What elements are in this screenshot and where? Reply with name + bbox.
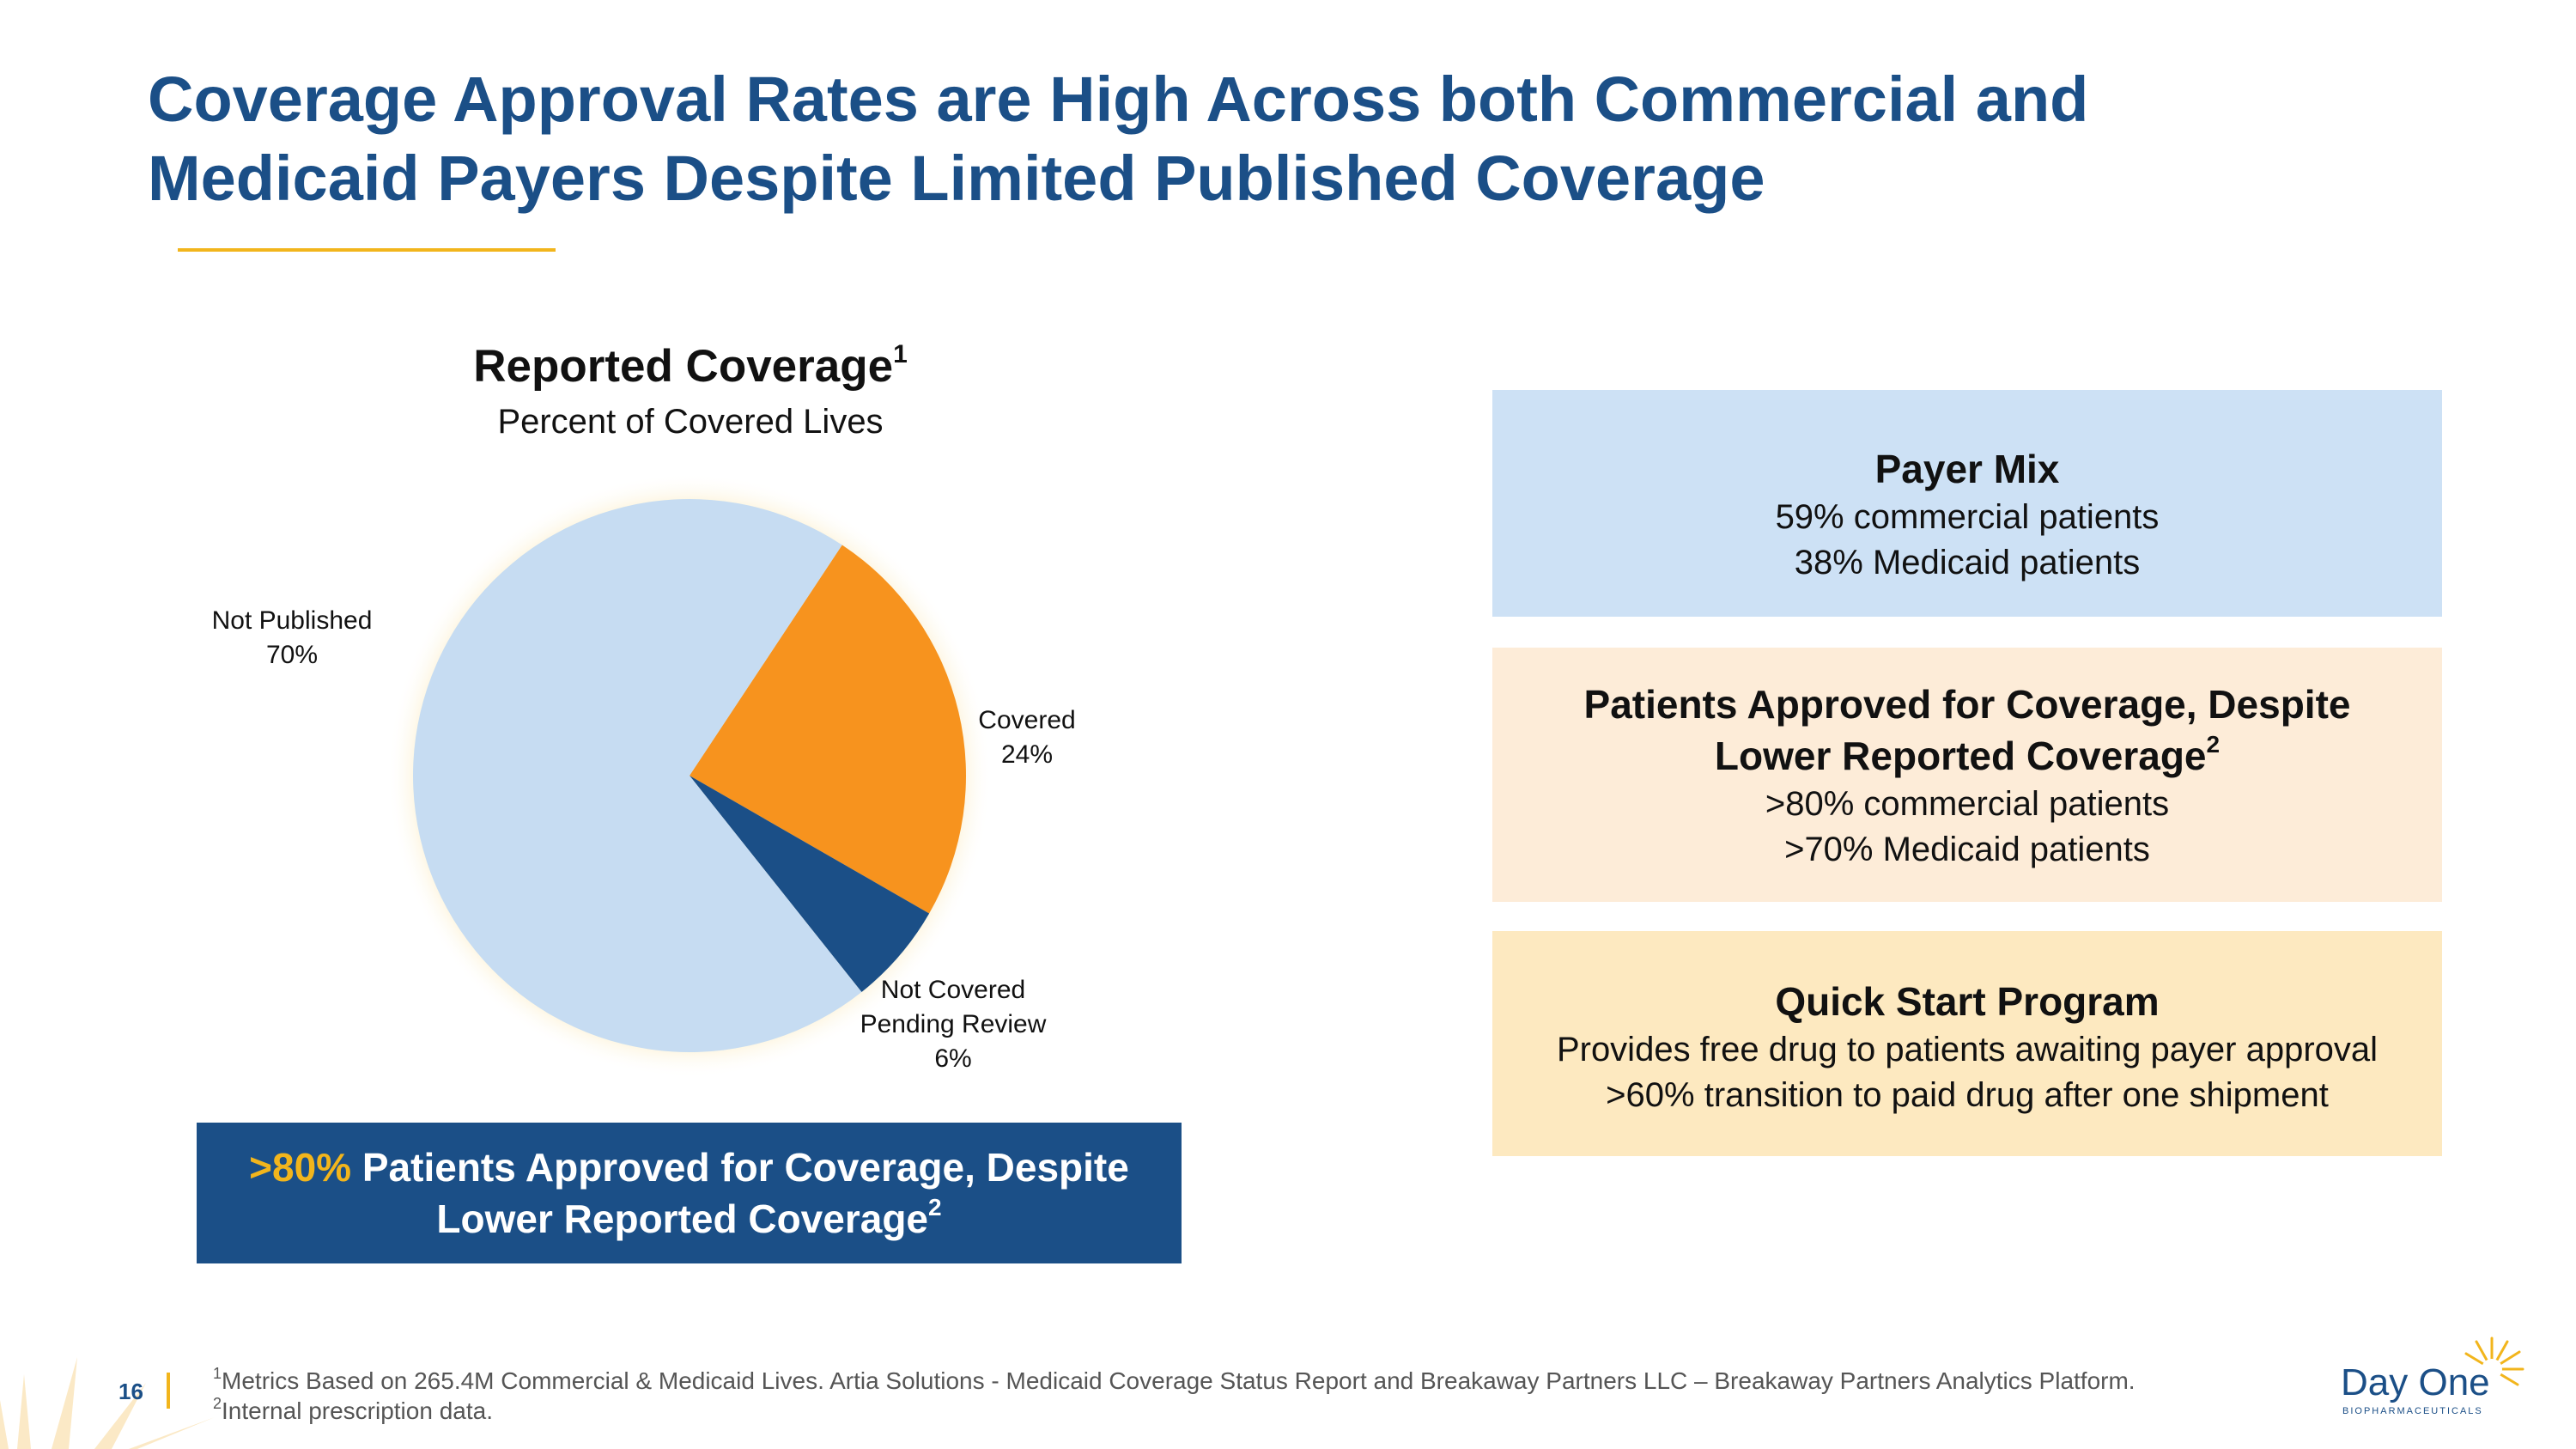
callout-text-2: Lower Reported Coverage <box>436 1196 928 1241</box>
payer-mix-medicaid: 38% Medicaid patients <box>1794 544 2141 581</box>
pie-slice-covered <box>690 545 966 914</box>
approved-footnote-ref: 2 <box>2206 731 2221 758</box>
chart-title-text: Reported Coverage <box>473 341 894 392</box>
approved-medicaid: >70% Medicaid patients <box>1784 831 2150 868</box>
patients-approved-box: Patients Approved for Coverage, Despite … <box>1492 648 2442 902</box>
callout-line-2: Lower Reported Coverage2 <box>197 1193 1182 1245</box>
approved-commercial: >80% commercial patients <box>1765 785 2170 823</box>
quick-start-box: Quick Start Program Provides free drug t… <box>1492 931 2442 1156</box>
callout-text-1: Patients Approved for Coverage, Despite <box>351 1145 1129 1190</box>
footnote-1-text: Metrics Based on 265.4M Commercial & Med… <box>222 1367 2136 1394</box>
chart-title-footnote-ref: 1 <box>893 340 908 368</box>
sunburst-decoration <box>0 1357 215 1449</box>
pie-chart: Covered 24%Not Covered Pending Review 6%Not… <box>212 473 1076 1078</box>
pie-label-line: Not Covered <box>881 976 1025 1004</box>
footnote-1-marker: 1 <box>213 1365 222 1382</box>
page-title-line-1: Coverage Approval Rates are High Across … <box>148 64 2089 135</box>
callout-highlight: >80% <box>249 1145 352 1190</box>
payer-mix-title: Payer Mix <box>1874 447 2060 491</box>
chart-subtitle: Percent of Covered Lives <box>497 403 884 441</box>
pie-slice-not-covered <box>690 776 930 992</box>
pie-label-not-covered: Not Covered Pending Review 6% <box>860 976 1047 1073</box>
payer-mix-box: Payer Mix 59% commercial patients 38% Me… <box>1492 390 2442 617</box>
page-title-line-2: Medicaid Payers Despite Limited Publishe… <box>148 143 1765 214</box>
pie-label-line: 6% <box>934 1044 971 1073</box>
quick-start-line-1: Provides free drug to patients awaiting … <box>1556 1031 2379 1068</box>
payer-mix-commercial: 59% commercial patients <box>1775 498 2160 536</box>
footnote-2-text: Internal prescription data. <box>222 1397 493 1424</box>
company-logo-subtitle: BIOPHARMACEUTICALS <box>2342 1406 2483 1416</box>
quick-start-title: Quick Start Program <box>1775 979 2160 1024</box>
footnote-2: 2Internal prescription data. <box>213 1395 493 1426</box>
pie-label-covered: Covered 24% <box>978 706 1075 769</box>
approved-title-line-2: Lower Reported Coverage2 <box>1492 730 2442 782</box>
pie-label-line: Pending Review <box>860 1010 1047 1038</box>
pie-label-line: 24% <box>1001 740 1053 769</box>
callout-line-1: >80% Patients Approved for Coverage, Des… <box>197 1142 1182 1193</box>
chart-title: Reported Coverage1 <box>319 337 1061 397</box>
title-underline <box>178 248 556 252</box>
footnote-1: 1Metrics Based on 265.4M Commercial & Me… <box>213 1365 2136 1396</box>
company-logo-name: Day One <box>2341 1361 2490 1403</box>
approved-title-text-2: Lower Reported Coverage <box>1714 734 2207 778</box>
callout-footnote-ref: 2 <box>928 1194 942 1221</box>
pie-label-line: Covered <box>978 706 1075 734</box>
sun-logo-icon <box>2464 1336 2524 1386</box>
quick-start-line-2: >60% transition to paid drug after one s… <box>1606 1076 2329 1114</box>
footnote-2-marker: 2 <box>213 1395 222 1412</box>
pie-label-not-published: Not Published 70% <box>212 606 373 669</box>
pie-slice-not-published <box>413 499 862 1053</box>
approval-callout: >80% Patients Approved for Coverage, Des… <box>197 1123 1182 1263</box>
pie-label-line: Not Published <box>212 606 373 635</box>
page-number: 16 <box>118 1379 143 1404</box>
approved-title-line-1: Patients Approved for Coverage, Despite <box>1583 682 2351 727</box>
pie-label-line: 70% <box>266 641 318 669</box>
page-number-divider <box>167 1373 170 1409</box>
